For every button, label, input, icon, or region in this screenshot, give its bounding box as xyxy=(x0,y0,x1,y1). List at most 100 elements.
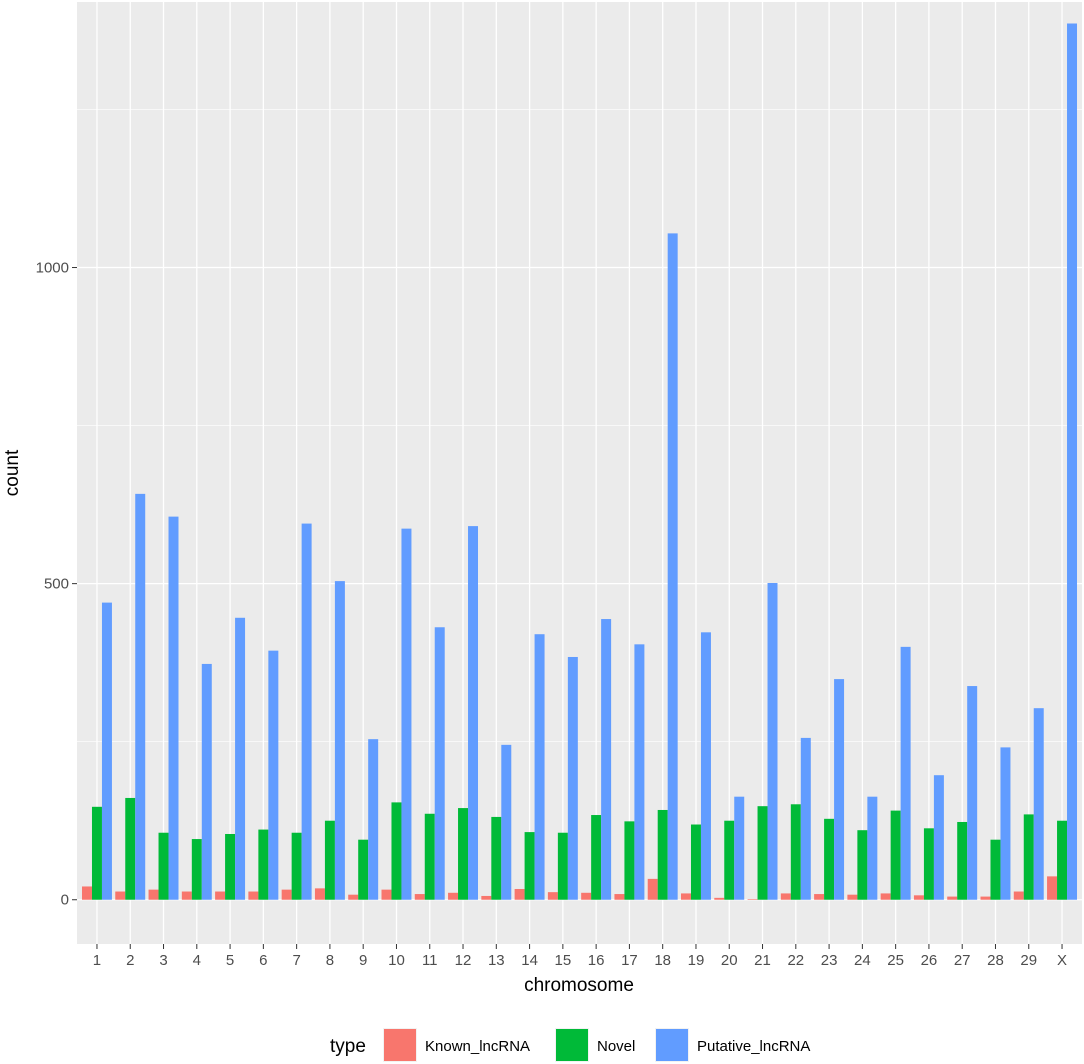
y-tick-label: 1000 xyxy=(36,260,69,277)
bar xyxy=(1023,814,1034,900)
bar xyxy=(115,891,126,900)
bar xyxy=(381,889,392,900)
bar xyxy=(458,808,469,900)
bar xyxy=(634,644,645,900)
bar xyxy=(824,818,835,900)
x-tick-label: 13 xyxy=(488,952,505,969)
x-tick-label: 25 xyxy=(887,952,904,969)
bar xyxy=(301,523,312,900)
x-tick-label: 8 xyxy=(326,952,334,969)
bar xyxy=(967,686,978,900)
x-tick-label: 19 xyxy=(688,952,705,969)
bar xyxy=(780,893,791,900)
bar xyxy=(101,602,112,900)
bar xyxy=(468,526,479,900)
bar xyxy=(923,828,934,900)
bar xyxy=(191,839,202,900)
bar xyxy=(1000,747,1011,900)
bar xyxy=(913,895,924,900)
bar xyxy=(557,832,568,900)
bar xyxy=(724,820,735,900)
bar xyxy=(534,634,545,900)
bar xyxy=(1033,708,1044,900)
bar xyxy=(933,775,944,900)
x-tick-label: 4 xyxy=(193,952,201,969)
legend-label: Novel xyxy=(597,1038,635,1055)
bar xyxy=(947,896,958,900)
bar xyxy=(680,893,691,900)
bar xyxy=(857,830,868,900)
x-tick-label: 17 xyxy=(621,952,638,969)
bar xyxy=(481,895,492,900)
bars xyxy=(81,23,1078,900)
bar xyxy=(324,820,335,900)
x-tick-label: 21 xyxy=(754,952,771,969)
bar xyxy=(747,899,758,900)
bar xyxy=(601,619,612,900)
bar xyxy=(348,894,359,900)
bar xyxy=(800,737,811,900)
bar xyxy=(391,802,402,900)
bar xyxy=(201,663,212,900)
x-tick-label: 3 xyxy=(159,952,167,969)
bar xyxy=(314,888,325,900)
bar xyxy=(424,813,435,900)
bar xyxy=(1047,876,1058,900)
bar xyxy=(501,744,512,900)
y-axis-title: count xyxy=(2,449,23,496)
bar xyxy=(514,888,525,900)
bar xyxy=(491,816,502,900)
bar xyxy=(957,821,968,900)
x-tick-label: 29 xyxy=(1020,952,1037,969)
bar xyxy=(135,493,146,900)
bar xyxy=(81,886,92,900)
bar xyxy=(667,233,678,900)
bar xyxy=(1067,23,1078,900)
bar xyxy=(990,839,1001,900)
bar xyxy=(980,896,991,900)
x-tick-label: 15 xyxy=(555,952,572,969)
bar xyxy=(368,739,379,900)
bar xyxy=(334,581,345,900)
bar xyxy=(414,894,425,900)
bar xyxy=(591,815,602,900)
x-tick-label: 22 xyxy=(787,952,804,969)
y-tick-label: 0 xyxy=(61,892,69,909)
legend: type Known_lncRNA Novel Putative_lncRNA xyxy=(330,1028,810,1062)
bar xyxy=(567,656,578,900)
bar xyxy=(291,832,302,900)
x-tick-label: 10 xyxy=(388,952,405,969)
bar xyxy=(268,650,279,900)
bar xyxy=(547,892,558,900)
bar xyxy=(900,646,911,900)
bar xyxy=(834,679,845,900)
bar xyxy=(734,796,745,900)
legend-key-swatch xyxy=(656,1029,688,1061)
x-tick-label: 12 xyxy=(455,952,472,969)
bar xyxy=(258,829,269,900)
bar xyxy=(225,833,236,900)
bar xyxy=(814,894,825,900)
bar xyxy=(700,632,711,900)
legend-key-swatch xyxy=(384,1029,416,1061)
x-tick-label: X xyxy=(1057,952,1067,969)
x-tick-label: 2 xyxy=(126,952,134,969)
x-tick-label: 26 xyxy=(921,952,938,969)
bar xyxy=(624,821,635,900)
bar xyxy=(890,810,901,900)
x-tick-label: 20 xyxy=(721,952,738,969)
x-tick-label: 27 xyxy=(954,952,971,969)
bar xyxy=(690,824,701,900)
x-tick-label: 28 xyxy=(987,952,1004,969)
bar xyxy=(847,894,858,900)
x-tick-label: 11 xyxy=(422,952,438,969)
x-axis: 1 2 3 4 5 6 7 8 9 10 11 12 13 14 15 16 17 18 19 20 21 22 23 24 2… xyxy=(93,944,1067,969)
bar xyxy=(125,797,136,900)
bar xyxy=(215,891,226,900)
x-tick-label: 1 xyxy=(93,952,101,969)
x-tick-label: 23 xyxy=(821,952,838,969)
bar xyxy=(448,892,459,900)
y-axis: 0 500 1000 xyxy=(36,260,77,909)
panel-background xyxy=(77,2,1082,944)
